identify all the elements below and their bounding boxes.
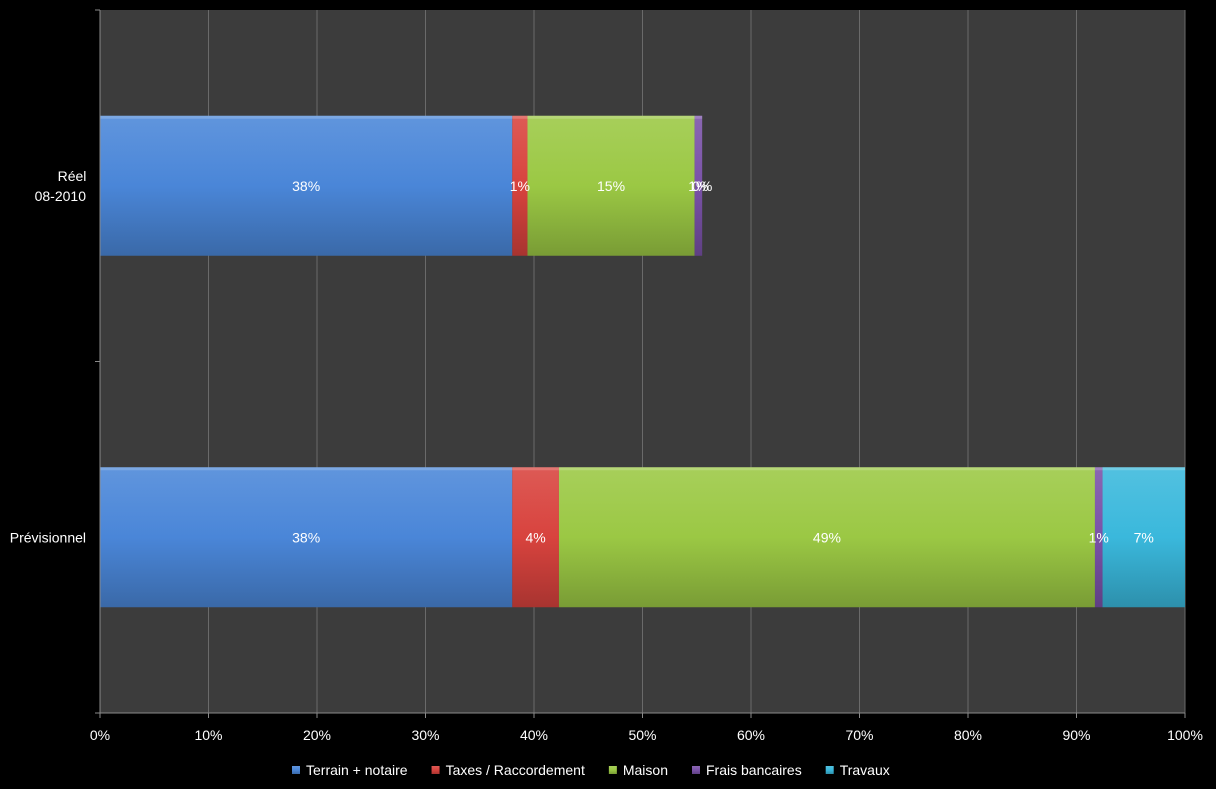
legend-label: Taxes / Raccordement — [446, 762, 585, 778]
legend-swatch — [692, 766, 700, 774]
legend-label: Travaux — [840, 762, 890, 778]
x-tick-label: 100% — [1167, 727, 1203, 743]
bar-segment — [694, 115, 703, 256]
bar-highlight — [100, 467, 1185, 471]
bar-segment — [512, 115, 528, 256]
x-tick-label: 40% — [520, 727, 548, 743]
bar-segment — [512, 467, 559, 608]
legend-item[interactable]: Maison — [608, 762, 668, 778]
bar-segment — [100, 467, 513, 608]
legend-item[interactable]: Taxes / Raccordement — [431, 762, 585, 778]
bar-segment — [1094, 467, 1103, 608]
data-label: 15% — [597, 178, 625, 194]
x-tick-label: 0% — [90, 727, 110, 743]
bar-segment — [558, 467, 1095, 608]
legend-swatch — [825, 766, 834, 774]
x-tick-label: 70% — [845, 727, 873, 743]
data-label: 38% — [292, 178, 320, 194]
legend-item[interactable]: Frais bancaires — [692, 762, 802, 778]
x-tick-label: 90% — [1062, 727, 1090, 743]
bar-segment — [527, 115, 695, 256]
legend-label: Maison — [623, 762, 668, 778]
legend-item[interactable]: Travaux — [825, 762, 890, 778]
x-tick-label: 20% — [303, 727, 331, 743]
legend[interactable]: Terrain + notaire Taxes / Raccordement Mai… — [292, 762, 890, 778]
x-tick-label: 60% — [737, 727, 765, 743]
x-tick-label: 30% — [411, 727, 439, 743]
category-label: Réel 08-2010 — [35, 168, 87, 204]
data-label: 38% — [292, 529, 320, 545]
data-label: 49% — [813, 529, 841, 545]
data-labels: 38% 4% 49% 1% 7%38% 1% 15% 1%0% — [292, 178, 1154, 546]
bars — [100, 115, 1185, 608]
data-label: 7% — [1134, 529, 1154, 545]
x-tick-label: 10% — [194, 727, 222, 743]
bar-segment — [1102, 467, 1185, 608]
data-label: 4% — [526, 529, 546, 545]
legend-swatch — [292, 766, 300, 774]
plot-area — [100, 10, 1186, 713]
bar-highlight — [100, 115, 703, 119]
legend-swatch — [608, 766, 617, 774]
data-label: 1% — [688, 178, 708, 194]
bar-segment — [100, 115, 513, 256]
axes: 0% 10% 20% 30% 40% 50% 60% 70% 80% 90% 100% Prévisi… — [10, 9, 1203, 743]
legend-swatch — [431, 766, 440, 774]
legend-item[interactable]: Terrain + notaire — [292, 762, 408, 778]
x-tick-label: 80% — [954, 727, 982, 743]
legend-label: Frais bancaires — [706, 762, 802, 778]
data-label: 1% — [510, 178, 530, 194]
data-label: 0% — [692, 178, 712, 194]
data-label: 1% — [1089, 529, 1109, 545]
x-tick-label: 50% — [628, 727, 656, 743]
category-label: Prévisionnel — [10, 529, 86, 545]
legend-label: Terrain + notaire — [306, 762, 408, 778]
